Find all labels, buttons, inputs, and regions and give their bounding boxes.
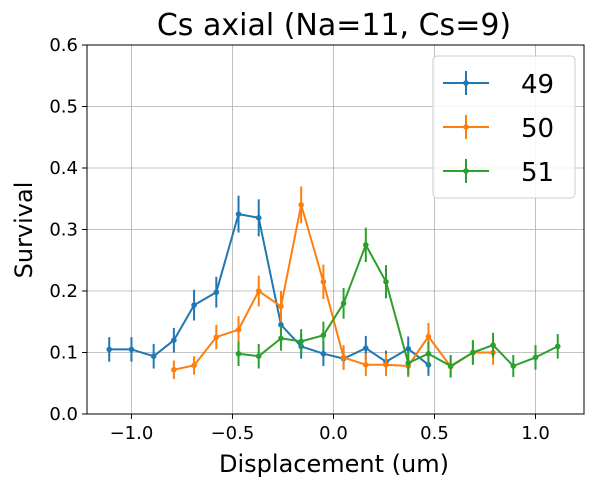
- y-tick-label: 0.1: [49, 343, 78, 364]
- data-point: [278, 335, 284, 342]
- data-point: [405, 360, 412, 366]
- data-point: [490, 342, 496, 348]
- legend-item: 49: [443, 70, 554, 100]
- data-point: [340, 300, 347, 307]
- legend-label: 51: [521, 158, 554, 188]
- series-layer: [106, 186, 561, 379]
- data-point: [532, 354, 539, 361]
- data-point: [255, 288, 262, 294]
- data-point: [383, 362, 389, 368]
- data-point: [171, 337, 177, 344]
- x-axis-label: Displacement (um): [219, 450, 449, 478]
- data-point: [298, 202, 304, 208]
- y-tick-label: 0.2: [49, 281, 78, 302]
- data-point: [320, 350, 327, 357]
- data-point: [255, 215, 262, 221]
- legend-marker: [463, 168, 469, 174]
- legend-box: [432, 55, 576, 199]
- x-tick-label: 1.0: [521, 423, 550, 444]
- chart-title: Cs axial (Na=11, Cs=9): [157, 8, 511, 43]
- data-point: [213, 334, 220, 340]
- x-tick-label: −1.0: [110, 423, 154, 444]
- y-tick-label: 0.5: [49, 97, 78, 118]
- y-tick-label: 0.0: [49, 404, 78, 425]
- data-point: [128, 346, 135, 353]
- data-point: [235, 326, 242, 333]
- legend-label: 49: [521, 70, 554, 100]
- data-point: [554, 343, 561, 350]
- legend-label: 50: [521, 114, 554, 144]
- data-point: [425, 350, 432, 357]
- data-point: [340, 354, 347, 361]
- data-point: [191, 362, 197, 369]
- data-point: [320, 332, 327, 339]
- axis-ticks: −1.0 −0.5 0.0 0.5 1.0 0.0 0.1 0.2 0.3 0.4 0.5 0.6: [49, 35, 549, 444]
- data-point: [363, 362, 369, 368]
- x-tick-label: 0.5: [420, 423, 449, 444]
- data-point: [235, 211, 242, 217]
- data-point: [447, 363, 454, 369]
- legend-marker: [463, 80, 469, 86]
- y-tick-label: 0.3: [49, 220, 78, 241]
- data-point: [363, 345, 369, 351]
- data-point: [298, 338, 304, 345]
- y-axis-label: Survival: [10, 182, 38, 279]
- data-point: [363, 242, 369, 248]
- legend-marker: [463, 124, 469, 130]
- data-point: [278, 322, 284, 328]
- data-point: [213, 289, 220, 296]
- data-point: [191, 302, 197, 308]
- data-point: [255, 353, 262, 359]
- series-51: [235, 227, 561, 378]
- x-tick-label: 0.0: [319, 423, 348, 444]
- data-point: [383, 278, 389, 285]
- y-tick-label: 0.4: [49, 158, 78, 179]
- legend-item: 51: [443, 158, 554, 188]
- legend: 49 50 51: [432, 55, 576, 199]
- data-point: [510, 363, 517, 369]
- data-point: [106, 346, 113, 353]
- data-point: [235, 350, 242, 357]
- data-point: [425, 333, 432, 340]
- data-point: [320, 278, 327, 285]
- series-line: [109, 213, 430, 366]
- data-point: [278, 303, 284, 310]
- data-point: [470, 349, 476, 356]
- data-point: [405, 346, 412, 352]
- x-tick-label: −0.5: [211, 423, 255, 444]
- data-point: [150, 353, 157, 359]
- legend-item: 50: [443, 114, 554, 144]
- data-point: [171, 366, 177, 373]
- y-tick-label: 0.6: [49, 35, 78, 56]
- series-line: [238, 243, 559, 367]
